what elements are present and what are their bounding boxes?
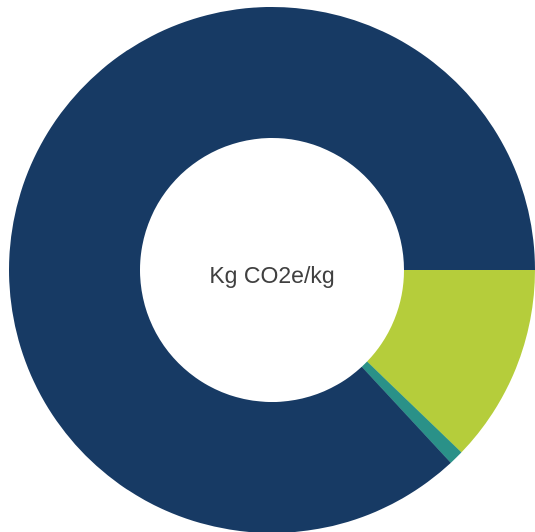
slice <box>361 361 462 463</box>
center-label: Kg CO2e/kg <box>209 262 334 288</box>
donut <box>9 7 535 532</box>
slice <box>367 270 535 453</box>
slice <box>9 7 535 532</box>
